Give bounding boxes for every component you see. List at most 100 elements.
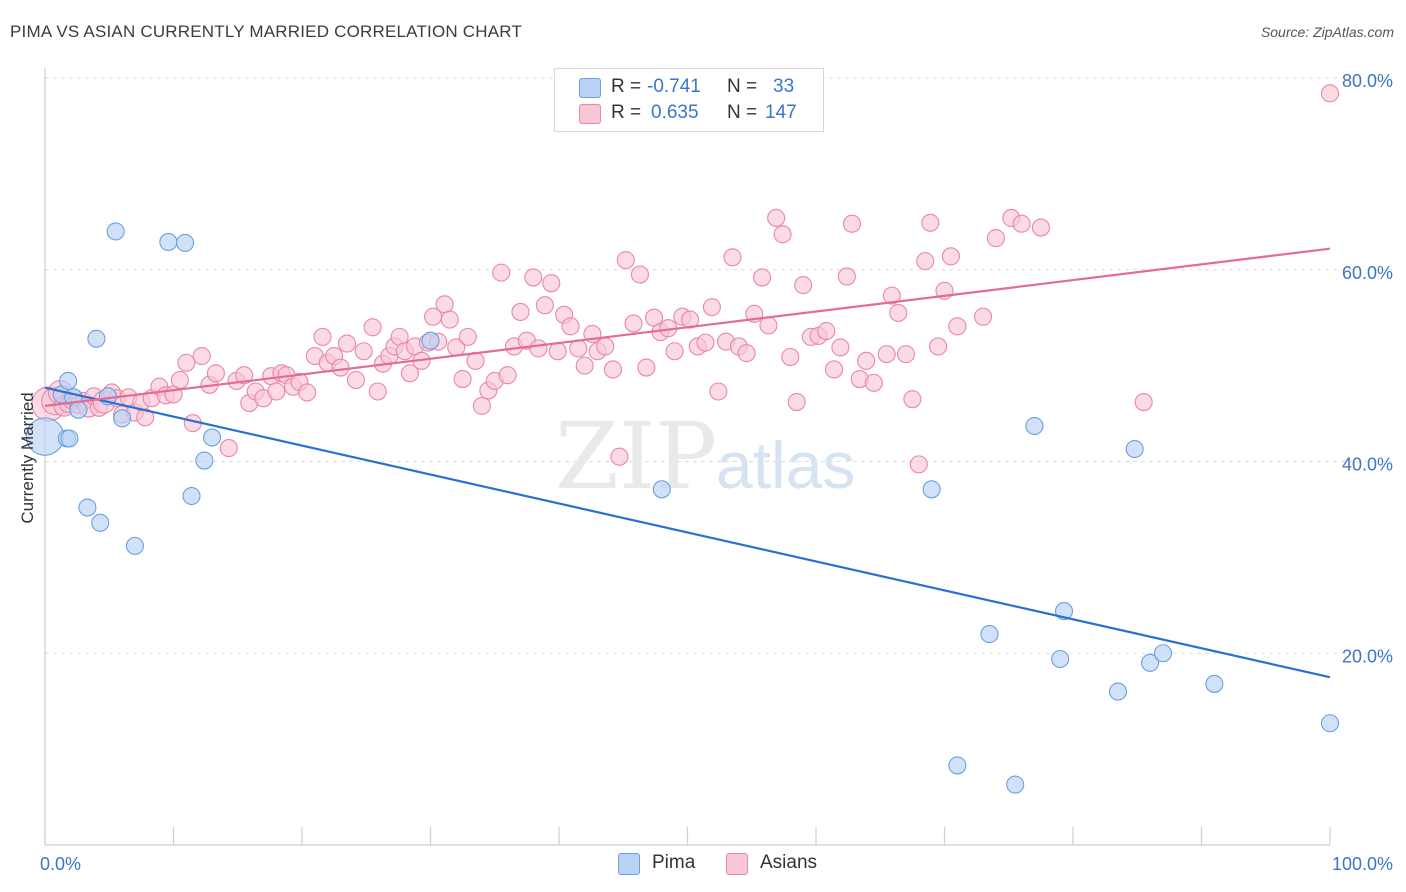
pima-point-9 (91, 513, 110, 532)
asian-point-81 (548, 342, 567, 361)
asian-point-31 (235, 366, 254, 385)
asian-trend-line (44, 247, 1331, 407)
asian-point-128 (882, 286, 901, 305)
asian-point-133 (916, 252, 935, 271)
asian-point-122 (837, 267, 856, 286)
asian-legend-label: Asians (760, 852, 818, 873)
asian-point-103 (702, 298, 721, 317)
asian-point-108 (737, 344, 756, 363)
x-tick-label-1: 100.0% (1332, 854, 1393, 874)
pima-point-29 (1125, 439, 1144, 459)
pima-point-31 (1153, 644, 1172, 663)
asian-point-112 (767, 208, 786, 228)
axes (44, 68, 1331, 846)
asian-point-77 (524, 268, 543, 287)
asian-point-18 (136, 408, 155, 427)
asian-point-119 (817, 322, 836, 341)
pima-point-28 (1108, 682, 1128, 701)
pima-point-14 (159, 232, 178, 251)
pima-point-25 (1025, 416, 1044, 436)
asian-point-67 (458, 327, 477, 346)
asian-point-43 (313, 327, 332, 346)
pima-point-4 (59, 371, 78, 391)
asian-point-132 (909, 455, 928, 474)
pima-point-24 (1006, 775, 1025, 794)
asian-point-36 (267, 382, 286, 401)
pima-r-label: R = (611, 76, 642, 97)
asian-point-26 (192, 346, 211, 366)
asian-r-label: R = (611, 102, 642, 123)
correlation-legend: R = -0.741 N = 33 R = 0.635 N = 147 (554, 68, 824, 132)
pima-point-20 (652, 480, 671, 499)
asian-point-144 (1134, 393, 1153, 412)
asian-point-78 (529, 339, 548, 358)
asian-point-24 (177, 353, 196, 372)
asian-point-80 (542, 274, 561, 293)
pima-point-7 (78, 498, 97, 517)
x-tick-label-0: 0.0% (40, 854, 81, 874)
asian-point-29 (219, 439, 238, 458)
asian-n-label: N = (727, 102, 758, 123)
pima-r-value: -0.741 (647, 76, 701, 97)
asian-point-85 (575, 356, 594, 375)
asian-point-73 (498, 366, 517, 385)
asian-point-46 (331, 358, 350, 377)
pima-point-21 (922, 480, 941, 499)
y-tick-label-1: 40.0% (1342, 455, 1393, 475)
pima-point-23 (980, 625, 999, 644)
asian-point-140 (986, 229, 1005, 248)
pima-n-label: N = (727, 76, 758, 97)
asian-point-50 (363, 318, 382, 337)
asian-point-111 (759, 316, 778, 335)
asian-n-value: 147 (765, 102, 797, 123)
asian-point-98 (665, 342, 684, 361)
pima-point-33 (1320, 714, 1340, 733)
asian-point-102 (696, 333, 715, 352)
asian-point-145 (1320, 84, 1340, 103)
asian-point-115 (787, 393, 806, 412)
pima-point-17 (195, 451, 214, 470)
asian-point-129 (889, 303, 908, 322)
grid-lines (45, 77, 1392, 654)
pima-point-11 (106, 222, 125, 241)
y-tick-label-0: 20.0% (1342, 646, 1393, 666)
asian-point-100 (681, 310, 700, 329)
pima-point-30 (1141, 653, 1160, 672)
asian-point-92 (624, 314, 643, 333)
pima-legend-swatch (618, 853, 640, 875)
asian-point-131 (903, 390, 922, 409)
asian-point-28 (206, 364, 225, 383)
asian-point-47 (337, 334, 357, 353)
asian-point-120 (824, 360, 844, 379)
asian-point-104 (709, 382, 728, 401)
asian-point-83 (561, 317, 580, 336)
pima-trend-line (44, 386, 1331, 679)
y-tick-label-2: 60.0% (1342, 263, 1393, 283)
tick-labels: 20.0% 40.0% 60.0% 80.0% 0.0% 100.0% (40, 71, 1393, 874)
asian-point-23 (170, 370, 189, 390)
asian-point-116 (794, 276, 813, 295)
asian-r-value: 0.635 (651, 102, 699, 123)
asian-point-93 (630, 265, 650, 284)
chart-title: PIMA VS ASIAN CURRENTLY MARRIED CORRELAT… (10, 22, 523, 41)
asian-point-69 (472, 396, 491, 415)
asian-point-134 (921, 213, 940, 232)
asian-point-75 (511, 302, 530, 321)
asian-point-41 (298, 383, 317, 402)
asian-point-90 (610, 447, 629, 466)
pima-point-32 (1205, 674, 1224, 693)
asian-point-135 (929, 337, 948, 356)
pima-point-15 (176, 233, 195, 252)
asian-point-48 (346, 370, 366, 390)
asian-point-126 (864, 373, 883, 392)
asian-point-64 (440, 310, 459, 329)
pima-point-16 (182, 486, 201, 506)
pima-point-8 (87, 329, 106, 348)
asian-point-143 (1031, 218, 1050, 237)
watermark-atlas: atlas (716, 428, 855, 502)
asian-point-127 (877, 345, 896, 364)
pima-legend-label: Pima (652, 852, 696, 873)
pima-point-22 (948, 756, 967, 775)
pima-point-13 (125, 536, 144, 555)
